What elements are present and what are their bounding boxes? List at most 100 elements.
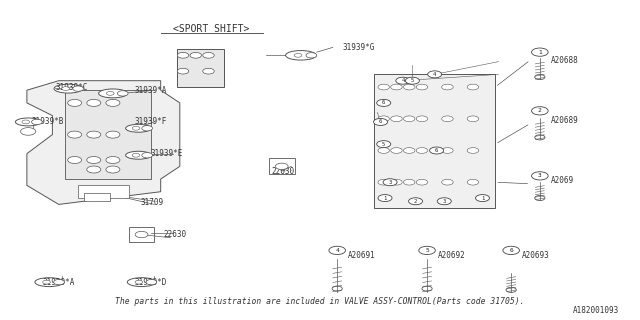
Circle shape (87, 156, 100, 164)
Circle shape (275, 163, 288, 170)
Text: <SPORT SHIFT>: <SPORT SHIFT> (173, 24, 250, 34)
Circle shape (416, 84, 428, 90)
Text: 2: 2 (538, 108, 541, 113)
Bar (129, 227, 154, 243)
Circle shape (177, 52, 189, 58)
Ellipse shape (285, 51, 316, 60)
Ellipse shape (99, 89, 127, 98)
Circle shape (535, 135, 545, 140)
Circle shape (442, 179, 453, 185)
Circle shape (377, 100, 391, 106)
Ellipse shape (125, 124, 151, 132)
Ellipse shape (15, 118, 41, 126)
Text: 5: 5 (382, 142, 385, 147)
Circle shape (142, 126, 152, 131)
Circle shape (467, 116, 479, 122)
Ellipse shape (54, 84, 83, 93)
Circle shape (429, 147, 444, 154)
Circle shape (378, 84, 390, 90)
Circle shape (146, 279, 157, 285)
Circle shape (503, 246, 520, 254)
Text: 22630: 22630 (163, 230, 186, 239)
Text: 4: 4 (335, 248, 339, 253)
Circle shape (506, 287, 516, 292)
Circle shape (68, 100, 82, 106)
Text: 4: 4 (433, 72, 436, 77)
Circle shape (476, 195, 490, 202)
Text: 31709: 31709 (141, 198, 164, 207)
Circle shape (294, 53, 302, 57)
Ellipse shape (125, 151, 151, 159)
Text: 3: 3 (388, 180, 392, 185)
Text: 5: 5 (425, 248, 429, 253)
Circle shape (62, 87, 70, 91)
Bar (84, 193, 109, 201)
Bar (78, 185, 129, 198)
Circle shape (135, 231, 148, 238)
Circle shape (467, 148, 479, 153)
Text: 31939*F: 31939*F (134, 117, 167, 126)
Circle shape (374, 118, 388, 125)
Circle shape (378, 195, 392, 202)
Circle shape (396, 77, 410, 84)
Circle shape (535, 75, 545, 80)
Circle shape (378, 179, 390, 185)
Bar (177, 49, 225, 87)
Circle shape (177, 68, 189, 74)
Circle shape (68, 156, 82, 164)
Circle shape (106, 166, 120, 173)
Circle shape (87, 100, 100, 106)
Circle shape (87, 166, 100, 173)
Circle shape (87, 131, 100, 138)
Text: 22630: 22630 (271, 167, 294, 176)
Circle shape (391, 148, 402, 153)
Circle shape (442, 84, 453, 90)
Circle shape (203, 52, 214, 58)
Circle shape (403, 84, 415, 90)
Circle shape (403, 148, 415, 153)
Text: 6: 6 (435, 148, 438, 153)
Text: A20693: A20693 (522, 251, 550, 260)
Text: 31939*E: 31939*E (150, 149, 183, 158)
Circle shape (22, 120, 29, 124)
Text: 31939*C: 31939*C (55, 83, 88, 92)
Circle shape (437, 198, 451, 205)
Text: 3: 3 (538, 173, 541, 178)
Circle shape (31, 119, 42, 124)
Text: 1: 1 (481, 196, 484, 201)
Circle shape (408, 198, 422, 205)
Text: A20691: A20691 (348, 251, 376, 260)
Text: 31939*G: 31939*G (342, 43, 374, 52)
Text: 6: 6 (509, 248, 513, 253)
Circle shape (329, 246, 346, 254)
Text: 1: 1 (538, 50, 541, 55)
Circle shape (532, 107, 548, 115)
Circle shape (20, 128, 36, 135)
Circle shape (106, 131, 120, 138)
Circle shape (416, 179, 428, 185)
Circle shape (132, 126, 140, 130)
Circle shape (405, 77, 419, 84)
Circle shape (68, 131, 82, 138)
Circle shape (43, 280, 51, 284)
Bar (374, 74, 495, 208)
Circle shape (535, 196, 545, 201)
Text: 31939*A: 31939*A (43, 278, 75, 287)
Polygon shape (27, 81, 180, 204)
Text: 6: 6 (382, 100, 385, 105)
Text: 3: 3 (443, 199, 446, 204)
Circle shape (332, 286, 342, 291)
Text: A20689: A20689 (550, 116, 579, 125)
Text: A2069: A2069 (550, 176, 574, 185)
Circle shape (416, 116, 428, 122)
Circle shape (391, 116, 402, 122)
Bar (65, 90, 151, 179)
Circle shape (532, 48, 548, 56)
Circle shape (467, 179, 479, 185)
Circle shape (378, 148, 390, 153)
Text: 31939*B: 31939*B (31, 117, 64, 126)
Circle shape (419, 246, 435, 254)
Circle shape (403, 179, 415, 185)
Circle shape (403, 116, 415, 122)
Text: 6: 6 (379, 119, 382, 124)
